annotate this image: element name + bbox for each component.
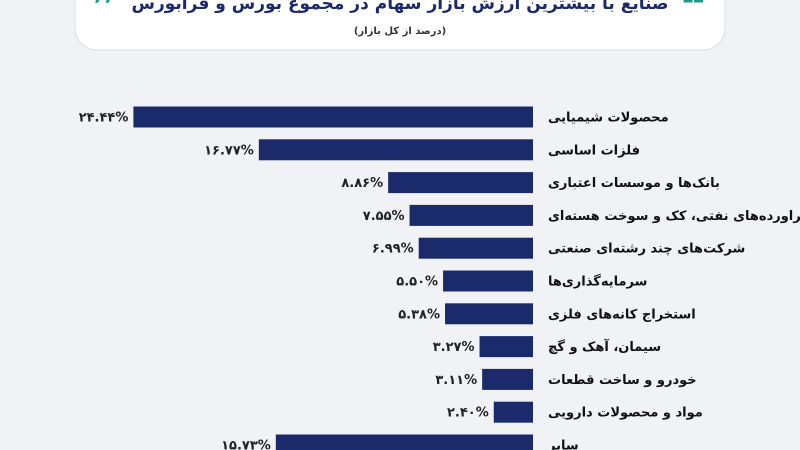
value-label: ۵.۵۰% — [396, 275, 438, 290]
bar — [445, 303, 533, 325]
bar — [133, 106, 533, 128]
value-label: ۱۶.۷۷% — [204, 143, 254, 158]
bar — [418, 237, 533, 259]
bar — [258, 139, 533, 161]
value-label: ۶.۹۹% — [372, 242, 414, 257]
category-label: محصولات شیمیایی — [548, 111, 669, 126]
category-label: خودرو و ساخت قطعات — [548, 373, 697, 388]
value-label: ۷.۵۵% — [363, 209, 405, 224]
category-label: سایر — [547, 439, 579, 450]
value-label: ۸.۸۶% — [341, 176, 383, 191]
chart-title: صنایع با بیشترین ارزش بازار سهام در مجمو… — [132, 0, 669, 14]
value-label: ۵.۳۸% — [398, 307, 440, 322]
bar — [409, 204, 533, 226]
quote-right: ❝ — [680, 0, 706, 31]
category-label: سرمایه‌گذاری‌ها — [548, 274, 647, 290]
category-label: سیمان، آهک و گچ — [548, 338, 661, 355]
chart-subtitle: (درصد از کل بازار) — [354, 26, 446, 37]
bar — [493, 401, 533, 423]
category-label: فلزات اساسی — [548, 143, 640, 158]
bar — [482, 368, 533, 390]
value-label: ۲۴.۴۴% — [79, 111, 129, 126]
value-label: ۳.۲۷% — [433, 340, 475, 355]
category-label: فراورده‌های نفتی، کک و سوخت هسته‌ای — [548, 209, 800, 224]
value-label: ۲.۴۰% — [447, 406, 489, 421]
category-label: استخراج کانه‌های فلزی — [548, 307, 696, 322]
value-label: ۳.۱۱% — [435, 373, 477, 388]
bar — [388, 172, 533, 194]
category-label: مواد و محصولات دارویی — [548, 406, 703, 421]
category-label: بانک‌ها و موسسات اعتباری — [548, 176, 720, 191]
value-label: ۱۵.۷۳% — [221, 439, 271, 450]
category-label: شرکت‌های چند رشته‌ای صنعتی — [548, 242, 745, 257]
quote-left: ❞ — [90, 0, 116, 31]
bar — [443, 270, 533, 292]
bar — [479, 336, 533, 358]
header-panel — [74, 0, 726, 51]
bar — [275, 434, 533, 450]
